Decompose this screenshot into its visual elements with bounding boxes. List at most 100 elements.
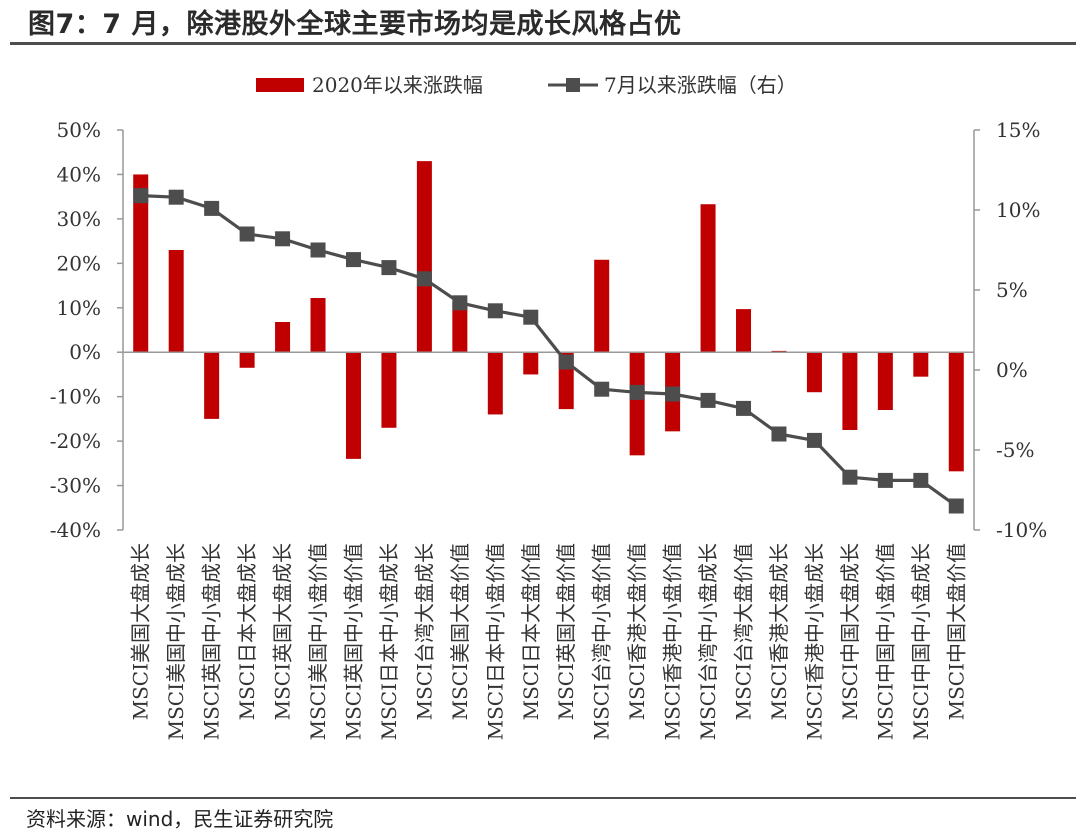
x-tick-label: MSCI日本大盘价值	[519, 543, 543, 720]
left-tick-label: -20%	[50, 429, 101, 453]
right-tick-label: 5%	[996, 278, 1028, 302]
line-point	[204, 200, 220, 216]
title-rule	[10, 42, 1076, 45]
bar	[168, 250, 184, 353]
left-axis: -40% -30% -20% -10% 0% 10% 20% 30% 40% 50%	[50, 118, 124, 542]
x-tick-label: MSCI台湾中小盘价值	[590, 543, 614, 740]
bar-series	[133, 161, 964, 472]
x-tick-label: MSCI香港中小盘价值	[661, 543, 685, 740]
bar	[806, 352, 822, 393]
line-point	[133, 188, 149, 204]
right-tick-label: -10%	[996, 518, 1047, 542]
line-point	[948, 498, 964, 514]
bar	[310, 298, 326, 353]
x-axis-labels: MSCI美国大盘成长 MSCI美国中小盘成长 MSCI英国中小盘成长 MSCI日本大盘…	[129, 543, 969, 740]
line-point	[239, 226, 255, 242]
left-tick-label: -40%	[50, 518, 101, 542]
bar	[416, 161, 432, 353]
left-tick-label: 10%	[57, 296, 101, 320]
x-tick-label: MSCI台湾中小盘成长	[696, 543, 720, 740]
bar	[948, 352, 964, 472]
line-point	[913, 472, 929, 488]
x-tick-label: MSCI日本中小盘成长	[377, 543, 401, 740]
x-tick-label: MSCI美国大盘价值	[448, 543, 472, 720]
line-point	[168, 189, 184, 205]
series-line	[140, 194, 958, 508]
x-tick-label: MSCI中国中小盘成长	[909, 543, 933, 740]
bar	[487, 352, 503, 415]
line-point	[452, 295, 468, 311]
left-tick-label: -30%	[50, 474, 101, 498]
x-tick-label: MSCI台湾大盘成长	[412, 543, 436, 720]
left-tick-label: -10%	[50, 385, 101, 409]
x-tick-label: MSCI美国中小盘价值	[306, 543, 330, 740]
legend-marker	[566, 78, 580, 92]
right-tick-label: 0%	[996, 358, 1028, 382]
line-point	[736, 400, 752, 416]
right-tick-label: -5%	[996, 438, 1035, 462]
source-rule	[10, 797, 1076, 799]
line-point	[877, 472, 893, 488]
x-tick-label: MSCI中国中小盘价值	[873, 543, 897, 740]
right-tick-label: 10%	[996, 198, 1040, 222]
bar	[204, 352, 220, 419]
left-tick-label: 40%	[57, 162, 101, 186]
x-tick-label: MSCI美国大盘成长	[129, 543, 153, 720]
line-point	[558, 354, 574, 370]
right-tick-label: 15%	[996, 118, 1040, 142]
line-point	[700, 392, 716, 408]
bar	[523, 352, 539, 375]
chart: 2020年以来涨跌幅 7月以来涨跌幅（右） -40% -30% -20% -10% 0% 1…	[50, 73, 1047, 740]
line-point	[416, 271, 432, 287]
left-tick-label: 20%	[57, 251, 101, 275]
line-point	[345, 252, 361, 268]
x-tick-label: MSCI英国大盘价值	[554, 543, 578, 720]
left-tick-label: 0%	[69, 340, 101, 364]
left-tick-label: 30%	[57, 207, 101, 231]
line-point	[275, 231, 291, 247]
x-tick-label: MSCI香港中小盘成长	[802, 543, 826, 740]
legend-label-line: 7月以来涨跌幅（右）	[604, 73, 797, 97]
bar	[842, 352, 858, 430]
line-point	[594, 381, 610, 397]
line-point	[523, 309, 539, 325]
bar	[877, 352, 893, 410]
line-point	[310, 242, 326, 258]
legend-label-bar: 2020年以来涨跌幅	[312, 73, 483, 97]
bar	[736, 309, 752, 353]
x-tick-label: MSCI台湾大盘价值	[732, 543, 756, 720]
source-note: 资料来源：wind，民生证券研究院	[26, 807, 334, 831]
left-tick-label: 50%	[57, 118, 101, 142]
x-tick-label: MSCI香港大盘成长	[767, 543, 791, 720]
line-point	[842, 469, 858, 485]
x-tick-label: MSCI英国中小盘价值	[341, 543, 365, 740]
bar	[345, 352, 361, 459]
x-tick-label: MSCI英国大盘成长	[271, 543, 295, 720]
line-point	[806, 432, 822, 448]
bar	[275, 322, 291, 353]
bar	[913, 352, 929, 377]
line-point	[629, 384, 645, 400]
bar	[452, 302, 468, 353]
x-tick-label: MSCI中国大盘价值	[944, 543, 968, 720]
legend: 2020年以来涨跌幅 7月以来涨跌幅（右）	[256, 73, 797, 97]
line-point	[381, 260, 397, 276]
x-tick-label: MSCI中国大盘成长	[838, 543, 862, 720]
bar	[594, 259, 610, 353]
bar	[700, 204, 716, 353]
x-tick-label: MSCI美国中小盘成长	[164, 543, 188, 740]
line-point	[771, 426, 787, 442]
line-series	[133, 188, 964, 514]
figure-title: 图7：7 月，除港股外全球主要市场均是成长风格占优	[28, 9, 682, 40]
line-point	[487, 303, 503, 319]
legend-swatch-bar	[256, 78, 304, 92]
bar	[239, 352, 255, 368]
right-axis: -10% -5% 0% 5% 10% 15%	[973, 118, 1047, 542]
bar	[629, 352, 645, 456]
bar	[133, 174, 149, 353]
x-tick-label: MSCI日本大盘成长	[235, 543, 259, 720]
x-tick-label: MSCI英国中小盘成长	[200, 543, 224, 740]
x-tick-label: MSCI日本中小盘价值	[483, 543, 507, 740]
line-point	[665, 386, 681, 402]
x-tick-label: MSCI香港大盘价值	[625, 543, 649, 720]
